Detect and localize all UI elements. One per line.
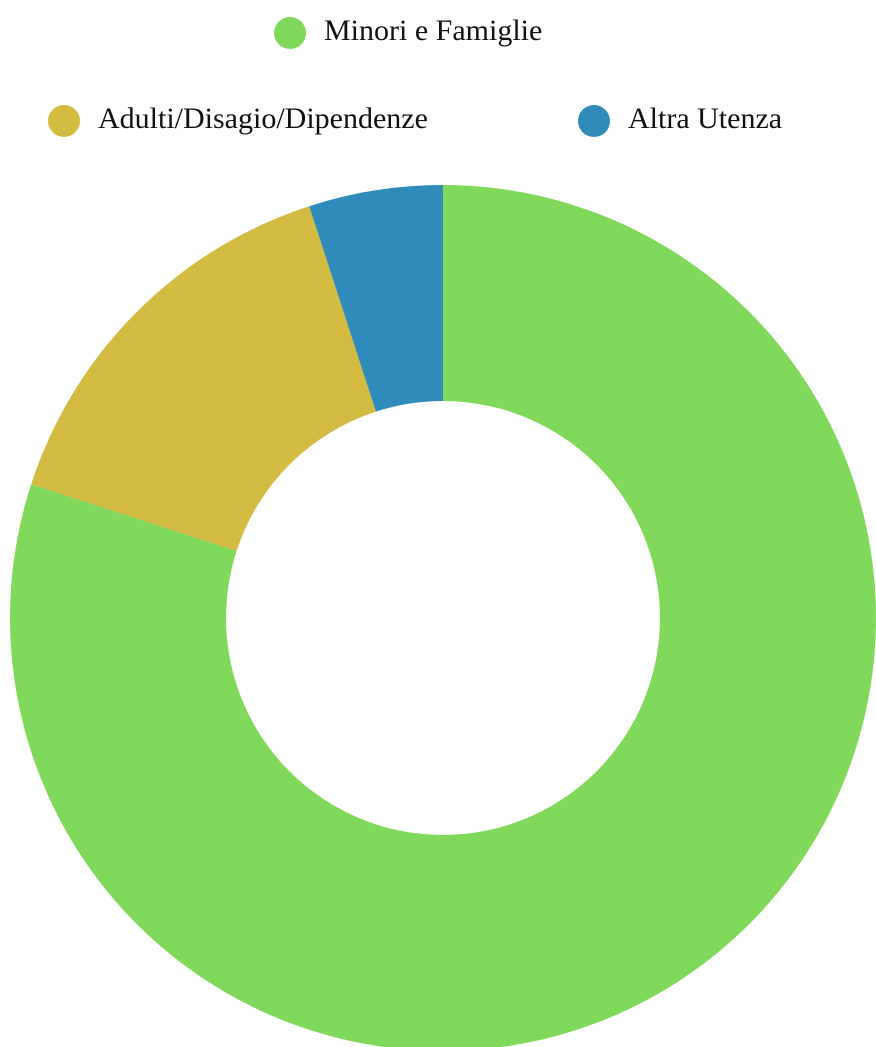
slice — [309, 185, 443, 412]
slice — [10, 185, 876, 1047]
legend-label: Minori e Famiglie — [324, 14, 542, 47]
legend-label: Altra Utenza — [628, 102, 782, 135]
legend-label: Adulti/Disagio/Dipendenze — [98, 102, 428, 135]
legend-swatch — [578, 105, 610, 137]
slice — [31, 206, 376, 551]
legend-swatch — [48, 105, 80, 137]
legend-swatch — [274, 17, 306, 49]
